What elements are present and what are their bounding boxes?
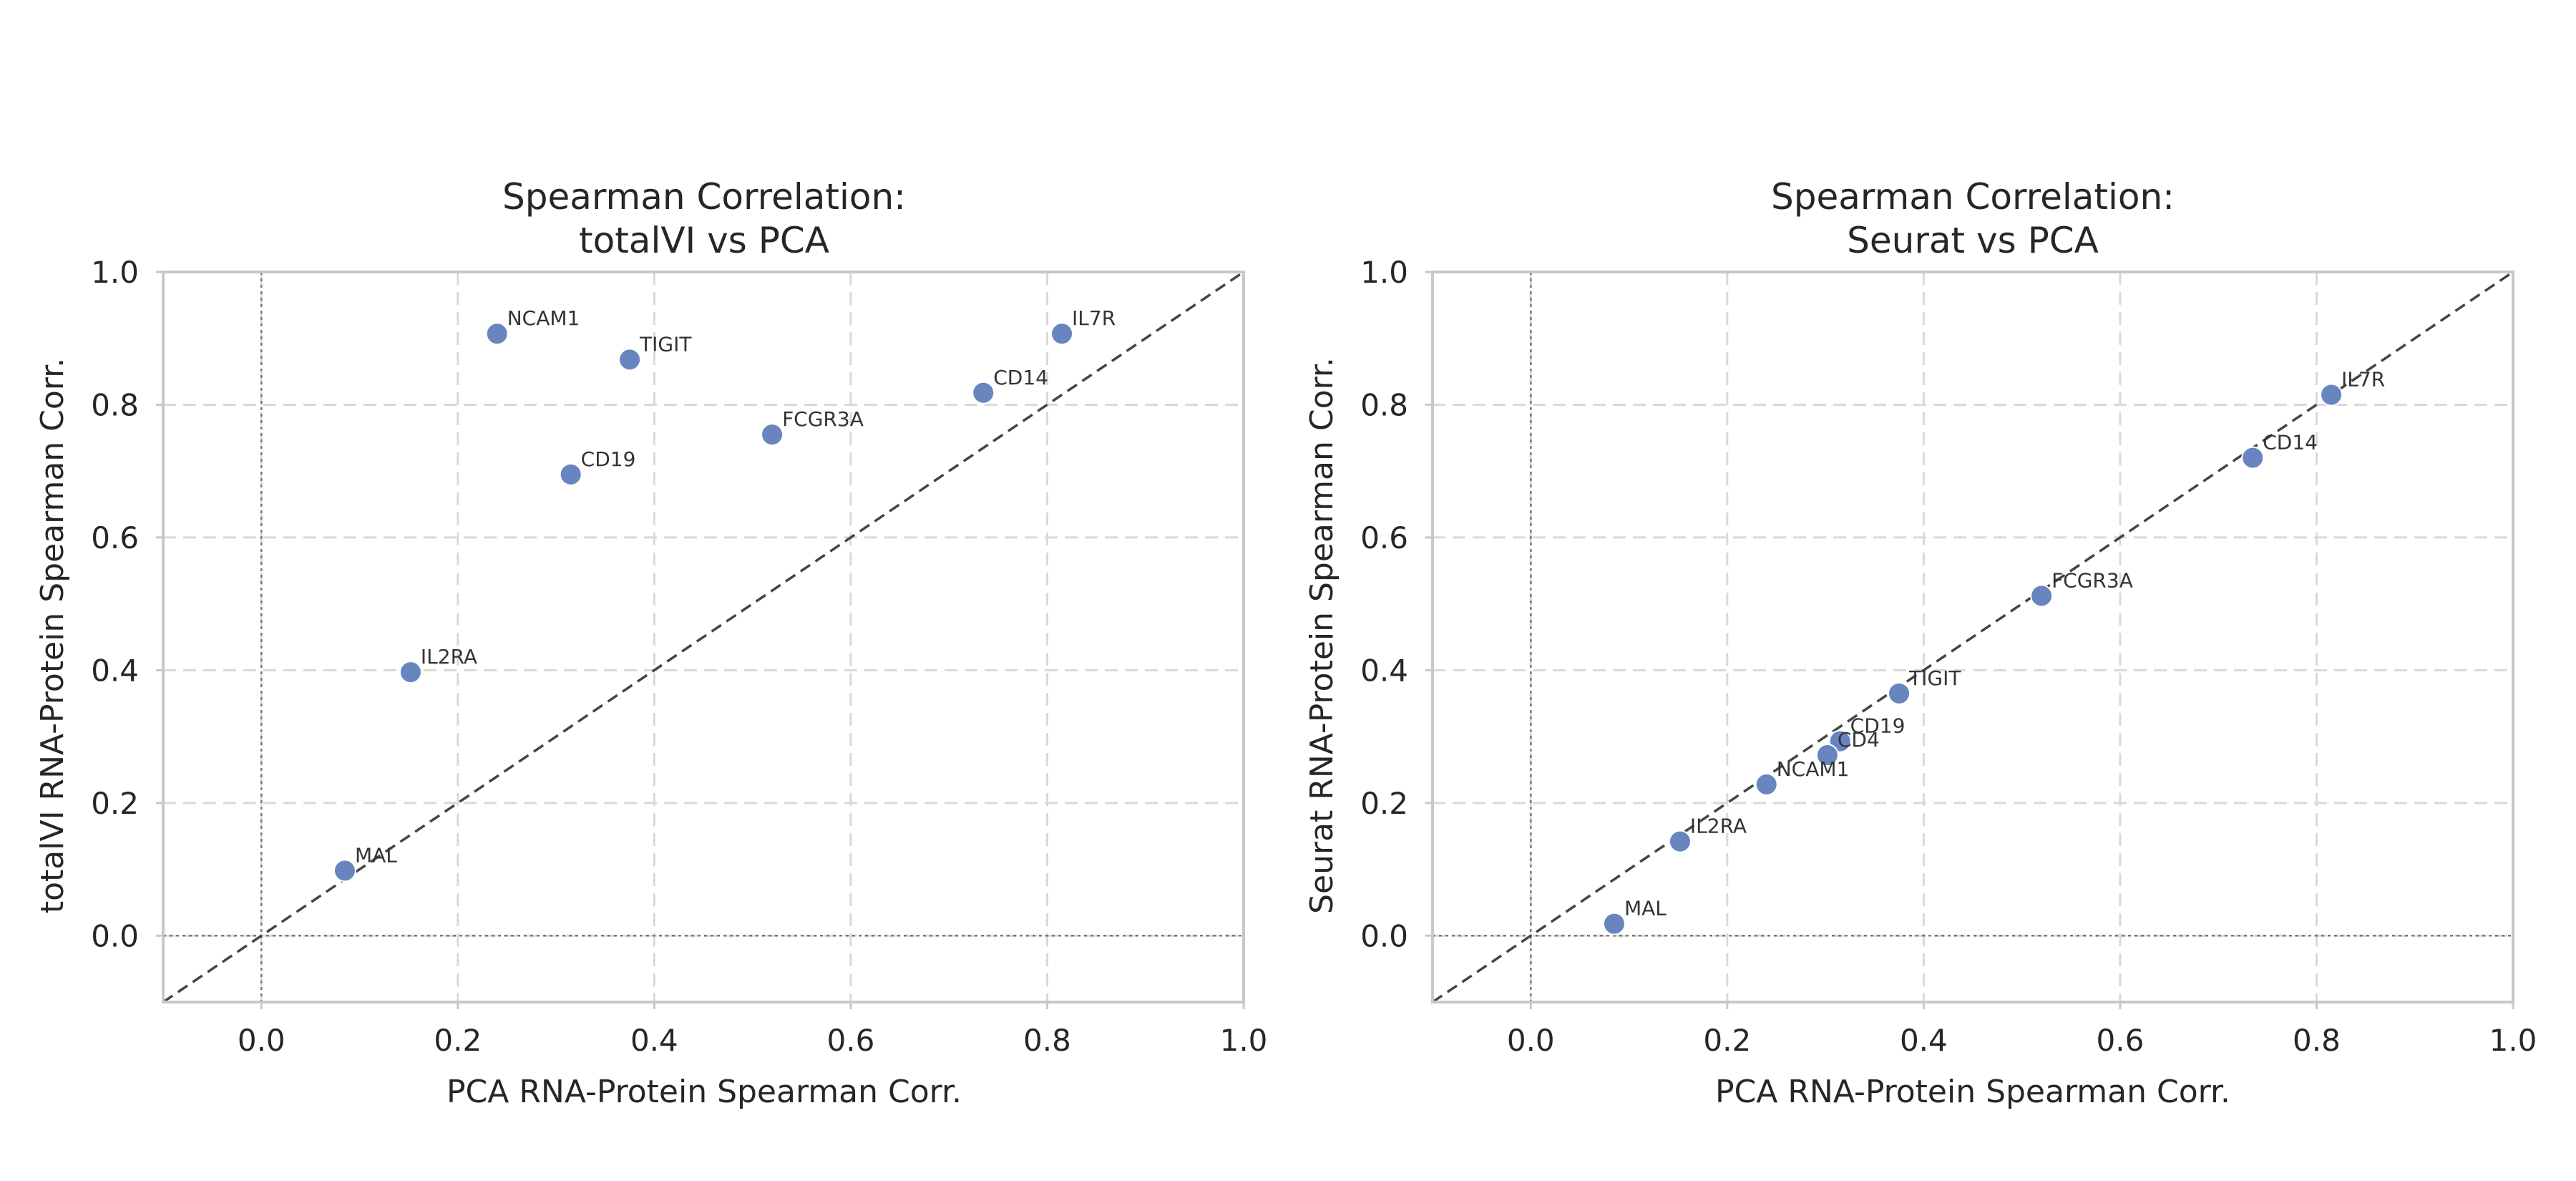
point-label: CD19 — [1850, 714, 1906, 738]
point-label: FCGR3A — [782, 407, 864, 431]
chart-seurat-vs-pca: Spearman Correlation: Seurat vs PCA PCA … — [1304, 176, 2537, 1110]
data-point — [972, 381, 995, 404]
data-point — [618, 348, 642, 371]
x-tick-label: 0.6 — [2097, 1023, 2145, 1058]
point-label: NCAM1 — [1777, 757, 1850, 781]
data-point — [2241, 446, 2265, 470]
y-tick-label: 1.0 — [1360, 255, 1408, 290]
x-tick-label: 0.8 — [2293, 1023, 2341, 1058]
chart-title-line-2: Seurat vs PCA — [1847, 220, 2099, 261]
y-tick-label: 0.6 — [91, 520, 139, 555]
point-label: IL2RA — [1690, 815, 1747, 838]
x-tick-label: 0.6 — [827, 1023, 875, 1058]
point-label: IL7R — [1072, 306, 1116, 330]
plot-area: 0.0 0.2 0.4 0.6 0.8 1.0 0.0 0.2 0.4 0.6 0.8 1.0 IL7R… — [1360, 255, 2537, 1058]
data-point — [1815, 744, 1839, 767]
y-tick-label: 0.2 — [91, 786, 139, 821]
x-tick-label: 0.8 — [1023, 1023, 1071, 1058]
point-label: TIGIT — [1908, 666, 1961, 690]
y-tick-label: 0.4 — [1360, 653, 1408, 688]
plot-area: 0.0 0.2 0.4 0.6 0.8 1.0 0.0 0.2 0.4 0.6 0.8 1.0 NCAM… — [91, 255, 1267, 1058]
point-label: FCGR3A — [2051, 569, 2133, 593]
data-point — [1755, 772, 1778, 796]
x-tick-label: 0.2 — [1703, 1023, 1751, 1058]
point-label: MAL — [1624, 897, 1667, 920]
x-tick-label: 0.0 — [1507, 1023, 1555, 1058]
chart-title-line-1: Spearman Correlation: — [1771, 176, 2175, 218]
point-label: CD4 — [1838, 728, 1880, 752]
x-tick-label: 0.4 — [1900, 1023, 1948, 1058]
data-point — [2320, 383, 2343, 407]
y-tick-label: 0.8 — [91, 387, 139, 422]
y-tick-label: 0.8 — [1360, 387, 1408, 422]
data-point — [2030, 584, 2054, 608]
data-point — [559, 462, 582, 486]
data-point — [1602, 912, 1626, 935]
x-tick-label: 0.2 — [434, 1023, 482, 1058]
y-tick-label: 0.2 — [1360, 786, 1408, 821]
point-label: TIGIT — [639, 332, 692, 356]
x-axis-label: PCA RNA-Protein Spearman Corr. — [1715, 1074, 2230, 1110]
data-point — [485, 322, 509, 346]
y-axis-label: totalVI RNA-Protein Spearman Corr. — [34, 358, 71, 913]
data-point — [333, 859, 356, 883]
data-point — [1668, 830, 1692, 853]
chart-title-line-1: Spearman Correlation: — [502, 176, 906, 218]
y-tick-label: 0.6 — [1360, 520, 1408, 555]
x-tick-label: 1.0 — [2489, 1023, 2537, 1058]
x-tick-label: 0.4 — [630, 1023, 678, 1058]
point-label: IL7R — [2341, 368, 2385, 392]
plot-frame — [1431, 271, 2514, 1003]
chart-totalvi-vs-pca: Spearman Correlation: totalVI vs PCA PCA… — [34, 176, 1267, 1110]
point-label: NCAM1 — [507, 306, 580, 330]
point-label: CD14 — [993, 366, 1048, 389]
data-point — [399, 661, 422, 684]
point-label: CD14 — [2263, 431, 2318, 455]
y-tick-label: 0.4 — [91, 653, 139, 688]
x-tick-label: 1.0 — [1220, 1023, 1268, 1058]
point-label: CD19 — [581, 447, 636, 471]
y-tick-label: 1.0 — [91, 255, 139, 290]
y-axis-label: Seurat RNA-Protein Spearman Corr. — [1304, 357, 1340, 914]
point-label: MAL — [355, 843, 397, 867]
identity-line — [1432, 271, 2514, 1003]
x-tick-label: 0.0 — [238, 1023, 286, 1058]
identity-line — [162, 271, 1244, 1003]
y-tick-label: 0.0 — [91, 918, 139, 953]
data-point — [761, 423, 784, 447]
chart-title-line-2: totalVI vs PCA — [579, 220, 829, 261]
plot-frame — [162, 271, 1245, 1003]
point-label: IL2RA — [421, 645, 477, 669]
data-point — [1050, 322, 1074, 346]
y-tick-label: 0.0 — [1360, 918, 1408, 953]
x-axis-label: PCA RNA-Protein Spearman Corr. — [447, 1074, 962, 1110]
data-point — [1888, 681, 1911, 705]
